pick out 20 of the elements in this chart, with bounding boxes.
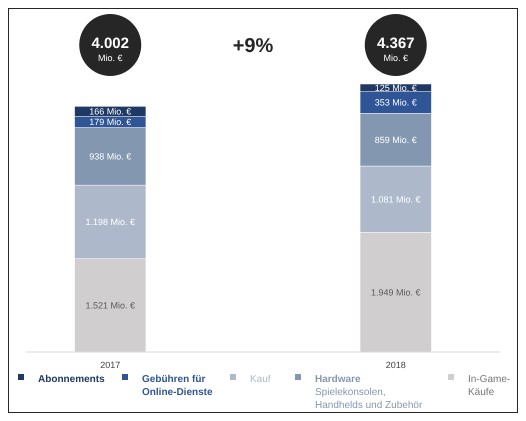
data-label: 179 Mio. € (89, 117, 132, 128)
data-label: 938 Mio. € (89, 152, 132, 162)
legend-label: Gebühren für Online-Dienste (142, 374, 214, 398)
x-tick-label: 2018 (386, 360, 406, 370)
data-label: 859 Mio. € (374, 134, 417, 145)
x-tick-label: 2017 (100, 360, 120, 370)
text: +9% (232, 35, 274, 57)
data-label: 1.521 Mio. € (85, 300, 136, 310)
data-label: 166 Mio. € (89, 106, 132, 117)
data-label: 353 Mio. € (374, 98, 417, 108)
legend-label: Kauf (250, 374, 271, 385)
legend-label: In-Game-Käufe (468, 374, 510, 398)
total-label: 4.367 Mio. € (376, 35, 415, 63)
legend-label: Abonnements (38, 374, 106, 385)
data-label: 1.081 Mio. € (370, 194, 421, 204)
data-label: 125 Mio. € (374, 82, 417, 93)
data-label: 1.198 Mio. € (85, 217, 136, 228)
data-label: 1.949 Mio. € (370, 287, 421, 298)
total-label: 4.002 Mio. € (91, 35, 130, 63)
legend-label: Hardware Spielekonsolen, Handhelds und Zubehör (315, 374, 423, 411)
